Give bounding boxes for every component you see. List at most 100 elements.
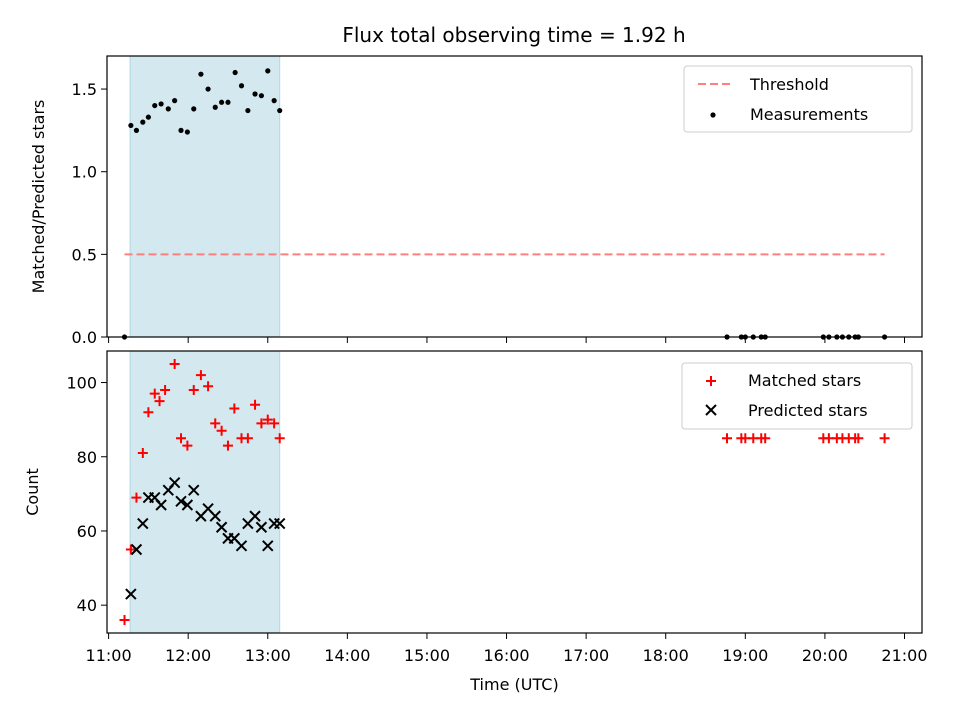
top-axes-frame (106, 55, 923, 338)
bottom-y-ticks: 40 60 80 100 (66, 374, 107, 615)
measurement-points (121, 68, 888, 340)
measurement-point (277, 107, 283, 114)
x-tick-label: 16:00 (483, 646, 529, 665)
measurement-point (212, 104, 218, 110)
matched-star-marker (262, 414, 273, 425)
top-panel: 0.0 0.5 1.0 1.5 Matched/Predicted stars Thr… (29, 55, 923, 347)
measurement-point (271, 98, 277, 104)
matched-star-marker (182, 440, 193, 451)
top-y-ticks: 0.0 0.5 1.0 1.5 (72, 80, 107, 347)
legend-plus-marker (706, 376, 716, 386)
matched-star-marker (269, 418, 280, 429)
x-tick-label: 11:00 (86, 646, 132, 665)
matched-star-marker (131, 492, 142, 503)
x-tick-label: 19:00 (722, 646, 768, 665)
matched-star-marker (216, 425, 227, 436)
x-tick-label: 13:00 (245, 646, 291, 665)
predicted-star-marker (175, 495, 187, 507)
measurement-point (165, 106, 171, 112)
x-axis-label: Time (UTC) (469, 675, 558, 694)
matched-star-marker (154, 396, 165, 407)
x-tick-label: 17:00 (563, 646, 609, 665)
matched-star-marker (169, 358, 180, 369)
x-tick-label: 20:00 (802, 646, 848, 665)
measurement-point (265, 68, 271, 74)
matched-star-marker (250, 399, 261, 410)
x-tick-label: 12:00 (165, 646, 211, 665)
measurement-point (219, 99, 225, 105)
predicted-star-marker (130, 543, 143, 556)
measurement-point (198, 71, 204, 77)
y-tick-label: 0.5 (72, 245, 97, 264)
matched-star-marker (119, 615, 130, 626)
matched-star-marker (210, 418, 221, 429)
matched-star-marker (195, 370, 206, 381)
predicted-star-marker (274, 517, 286, 530)
matched-star-marker (853, 433, 864, 444)
bottom-legend: Matched stars Predicted stars (681, 362, 913, 430)
x-tick-label: 14:00 (324, 646, 370, 665)
x-tick-label: 18:00 (643, 646, 689, 665)
measurement-point (205, 86, 211, 92)
top-x-ticks (108, 337, 905, 343)
y-tick-label: 40 (77, 596, 97, 615)
bottom-panel: 40 60 80 100 11:00 12:00 13:00 14:00 15:00 16:00… (23, 350, 928, 694)
legend-threshold-label: Threshold (749, 75, 829, 94)
predicted-star-marker (262, 540, 274, 552)
legend-matched-sample (706, 376, 716, 386)
measurement-point (245, 107, 251, 114)
matched-star-marker (149, 388, 160, 399)
predicted-star-marker (137, 517, 149, 530)
predicted-star-marker (235, 540, 248, 552)
measurement-point (184, 129, 190, 135)
legend-predicted-sample (705, 404, 717, 416)
y-tick-label: 100 (66, 374, 97, 393)
predicted-star-marker (155, 499, 167, 511)
y-tick-label: 0.0 (72, 328, 97, 347)
predicted-star-marker (255, 521, 268, 533)
matched-star-marker (722, 433, 733, 444)
measurement-point (158, 101, 164, 107)
measurement-point (140, 119, 146, 125)
matched-star-marker (222, 440, 233, 451)
measurement-point (133, 127, 140, 133)
matched-star-marker (137, 448, 148, 459)
predicted-star-marker (168, 477, 181, 489)
legend-measurements-label: Measurements (750, 105, 868, 124)
measurement-point (232, 69, 238, 76)
y-tick-label: 80 (77, 448, 97, 467)
y-tick-label: 1.5 (72, 80, 97, 99)
top-y-axis-label: Matched/Predicted stars (29, 100, 48, 294)
matched-star-marker (274, 433, 285, 444)
matched-star-marker (160, 384, 171, 395)
measurement-point (172, 98, 178, 104)
legend-x-marker (705, 404, 717, 416)
matched-stars-points (119, 358, 890, 626)
predicted-star-marker (125, 588, 137, 600)
measurement-point (258, 93, 265, 99)
bottom-legend-box (681, 362, 913, 430)
matched-star-marker (176, 433, 187, 444)
top-legend: Threshold Measurements (683, 65, 913, 133)
legend-predicted-label: Predicted stars (748, 401, 868, 420)
y-tick-label: 1.0 (72, 163, 97, 182)
x-tick-label: 21:00 (881, 646, 927, 665)
measurement-point (178, 127, 184, 133)
matched-star-marker (760, 433, 771, 444)
legend-measurements-sample (710, 112, 716, 118)
bottom-x-ticks: 11:00 12:00 13:00 14:00 15:00 16:00 17:00 18:00… (86, 633, 928, 665)
observing-span-top (129, 55, 281, 338)
predicted-star-marker (215, 521, 228, 533)
legend-matched-label: Matched stars (748, 371, 861, 390)
chart-title: Flux total observing time = 1.92 h (342, 23, 685, 47)
predicted-star-marker (249, 510, 261, 522)
measurement-point (252, 91, 258, 97)
bottom-axes-frame (106, 350, 923, 634)
predicted-star-marker (188, 484, 200, 496)
matched-star-marker (143, 407, 154, 418)
predicted-star-marker (209, 510, 221, 522)
matched-star-marker (242, 433, 253, 444)
measurement-point (191, 106, 197, 112)
x-tick-label: 15:00 (404, 646, 450, 665)
